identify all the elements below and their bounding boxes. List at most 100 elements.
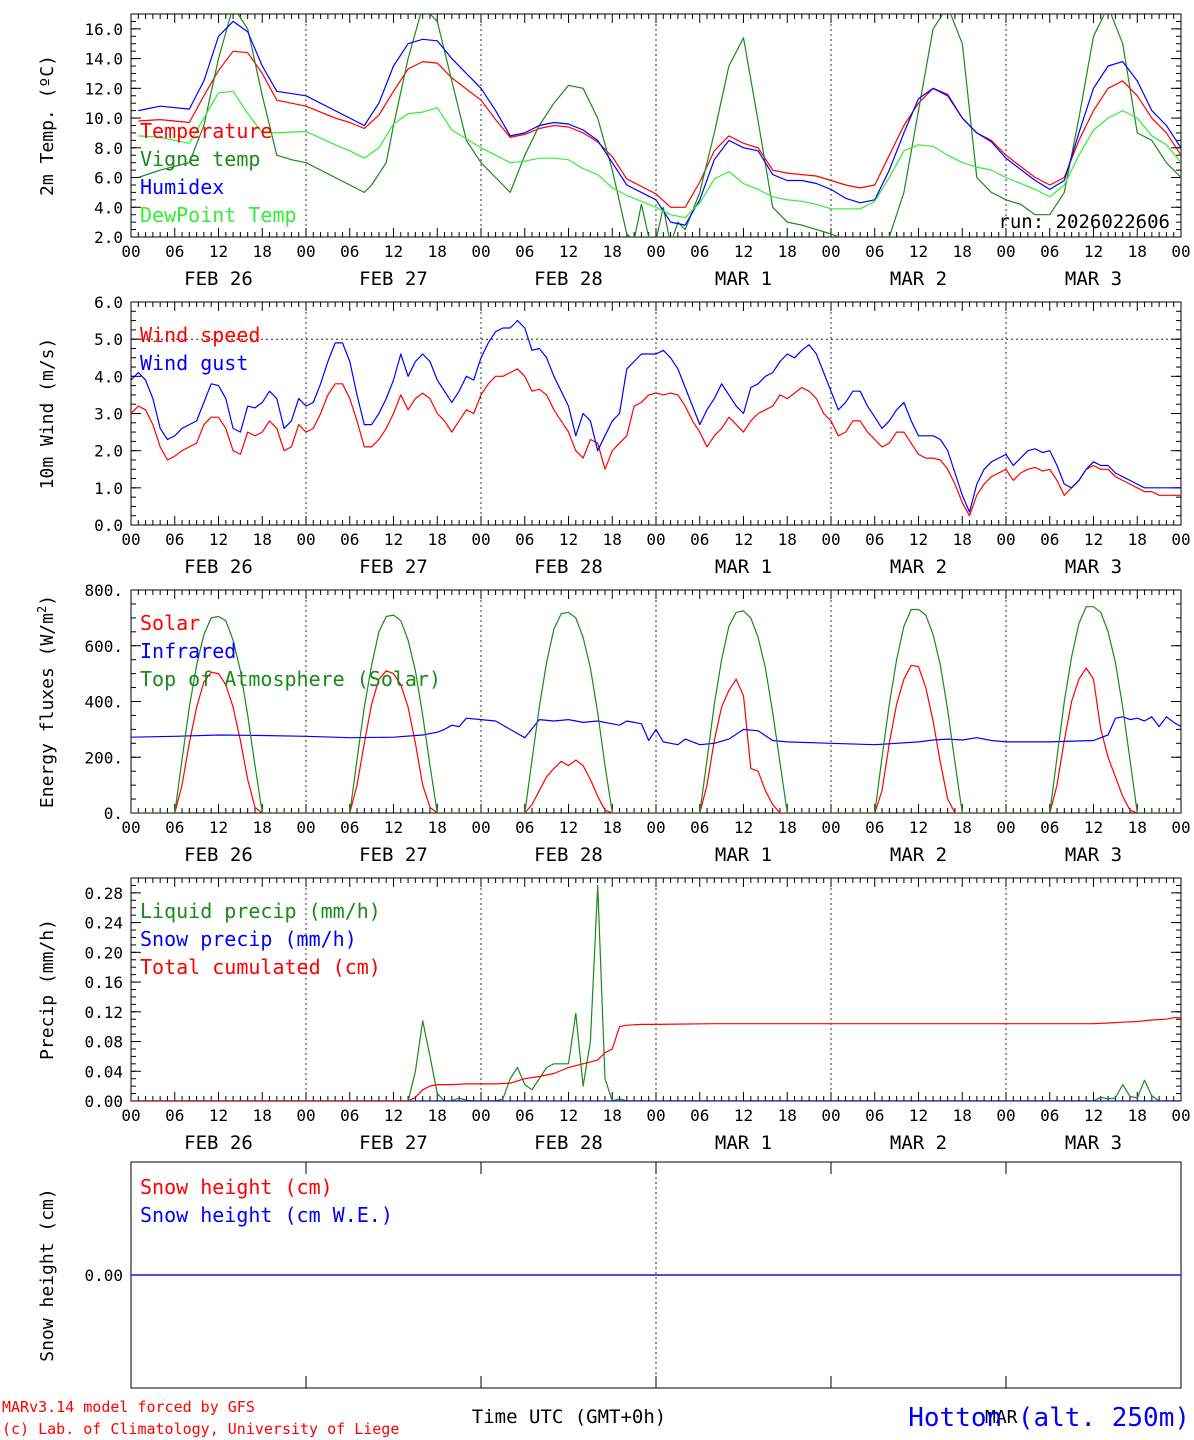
series-group xyxy=(131,320,1181,517)
x-tick-label: 06 xyxy=(1040,242,1059,261)
vigne-temp-line xyxy=(138,14,1181,237)
y-tick-label: 0.0 xyxy=(94,516,123,535)
y-tick-label: 0.20 xyxy=(84,943,123,962)
series-group xyxy=(131,606,1181,813)
x-tick-label: 06 xyxy=(865,1106,884,1125)
x-tick-label: 00 xyxy=(296,1106,315,1125)
legend-solar: Solar xyxy=(140,611,200,635)
x-tick-label: 12 xyxy=(1084,818,1103,837)
legend-temperature: Temperature xyxy=(140,119,272,143)
total-cumulated-cm-line xyxy=(131,1017,1181,1101)
x-tick-label: 00 xyxy=(296,242,315,261)
panel-4: 00 06 12 18 00 06 12 18 00 06 12 18 00 06 12 18 00 06 12 18… xyxy=(37,877,1191,1154)
top-of-atmosphere-solar-line xyxy=(131,606,1181,813)
overlap-label: MAR xyxy=(985,1407,1018,1428)
y-tick-label: 6.0 xyxy=(94,169,123,188)
x-tick-label: 12 xyxy=(384,242,403,261)
day-label: MAR 3 xyxy=(1065,268,1122,290)
x-tick-label: 12 xyxy=(209,242,228,261)
x-tick-label: 00 xyxy=(1171,242,1190,261)
x-tick-label: 00 xyxy=(1171,818,1190,837)
x-tick-label: 18 xyxy=(253,818,272,837)
x-tick-label: 12 xyxy=(909,242,928,261)
y-tick-label: 6.0 xyxy=(94,293,123,312)
x-tick-label: 00 xyxy=(996,818,1015,837)
x-tick-label: 06 xyxy=(165,530,184,549)
x-tick-label: 12 xyxy=(559,242,578,261)
wind-gust-line xyxy=(131,320,1181,513)
x-tick-label: 00 xyxy=(646,530,665,549)
x-tick-label: 18 xyxy=(428,242,447,261)
y-tick-label: 2.0 xyxy=(94,442,123,461)
x-tick-label: 06 xyxy=(1040,530,1059,549)
x-tick-label: 12 xyxy=(384,818,403,837)
x-tick-label: 12 xyxy=(1084,242,1103,261)
x-tick-label: 00 xyxy=(996,530,1015,549)
panel-2: 00 06 12 18 00 06 12 18 00 06 12 18 00 06 12 18 00 06 12 18… xyxy=(37,293,1191,578)
legend-vigne-temp: Vigne temp xyxy=(140,147,260,171)
x-tick-label: 06 xyxy=(340,818,359,837)
x-tick-label: 00 xyxy=(996,242,1015,261)
x-tick-label: 00 xyxy=(471,530,490,549)
x-tick-label: 00 xyxy=(471,242,490,261)
model-line: MARv3.14 model forced by GFS xyxy=(2,1398,255,1416)
y-tick-label: 0.04 xyxy=(84,1062,123,1081)
x-tick-label: 18 xyxy=(603,530,622,549)
legend-wind-gust: Wind gust xyxy=(140,351,248,375)
series-group xyxy=(138,14,1181,237)
x-tick-label: 12 xyxy=(384,530,403,549)
y-tick-label: 0.12 xyxy=(84,1003,123,1022)
legend-snow-height-cm-w-e: Snow height (cm W.E.) xyxy=(140,1203,393,1227)
day-label: MAR 1 xyxy=(715,844,772,866)
day-label: FEB 28 xyxy=(534,556,603,578)
legend-top-of-atmosphere-solar: Top of Atmosphere (Solar) xyxy=(140,667,441,691)
x-tick-label: 18 xyxy=(1128,530,1147,549)
y-axis-title: 10m Wind (m/s) xyxy=(37,338,58,490)
day-label: FEB 28 xyxy=(534,844,603,866)
run-annotation: run: 2026022606 xyxy=(998,211,1170,233)
day-label: FEB 26 xyxy=(184,1132,253,1154)
y-axis-title: Snow height (cm) xyxy=(37,1188,58,1361)
x-tick-label: 00 xyxy=(821,818,840,837)
day-label: FEB 27 xyxy=(359,268,428,290)
x-tick-label: 12 xyxy=(559,818,578,837)
x-tick-label: 12 xyxy=(909,818,928,837)
station-title: Hotton (alt. 250m) xyxy=(908,1403,1190,1433)
credit-line: (c) Lab. of Climatology, University of L… xyxy=(2,1420,399,1438)
day-label: FEB 27 xyxy=(359,1132,428,1154)
x-tick-label: 06 xyxy=(165,1106,184,1125)
x-tick-label: 06 xyxy=(690,1106,709,1125)
x-tick-label: 00 xyxy=(471,818,490,837)
y-tick-label: 14.0 xyxy=(84,50,123,69)
day-label: MAR 2 xyxy=(890,1132,947,1154)
x-tick-label: 18 xyxy=(778,818,797,837)
x-tick-label: 06 xyxy=(690,242,709,261)
y-axis-title: 2m Temp. (ºC) xyxy=(37,55,58,196)
x-tick-label: 06 xyxy=(515,242,534,261)
x-tick-label: 06 xyxy=(340,242,359,261)
x-tick-label: 12 xyxy=(384,1106,403,1125)
x-tick-label: 18 xyxy=(428,1106,447,1125)
x-tick-label: 06 xyxy=(865,530,884,549)
day-label: MAR 3 xyxy=(1065,556,1122,578)
x-tick-label: 12 xyxy=(734,530,753,549)
day-label: FEB 27 xyxy=(359,844,428,866)
y-tick-label: 0.08 xyxy=(84,1033,123,1052)
day-label: MAR 3 xyxy=(1065,844,1122,866)
x-tick-label: 06 xyxy=(165,242,184,261)
y-tick-label: 4.0 xyxy=(94,198,123,217)
x-tick-label: 18 xyxy=(603,1106,622,1125)
x-tick-label: 00 xyxy=(646,818,665,837)
x-tick-label: 18 xyxy=(253,242,272,261)
y-tick-label: 4.0 xyxy=(94,367,123,386)
day-label: FEB 28 xyxy=(534,1132,603,1154)
x-tick-label: 18 xyxy=(603,242,622,261)
x-tick-label: 00 xyxy=(471,1106,490,1125)
day-label: FEB 27 xyxy=(359,556,428,578)
x-tick-label: 06 xyxy=(515,530,534,549)
x-tick-label: 06 xyxy=(1040,818,1059,837)
x-tick-label: 06 xyxy=(1040,1106,1059,1125)
x-tick-label: 18 xyxy=(428,530,447,549)
x-tick-label: 18 xyxy=(1128,1106,1147,1125)
series-group xyxy=(131,884,1181,1101)
